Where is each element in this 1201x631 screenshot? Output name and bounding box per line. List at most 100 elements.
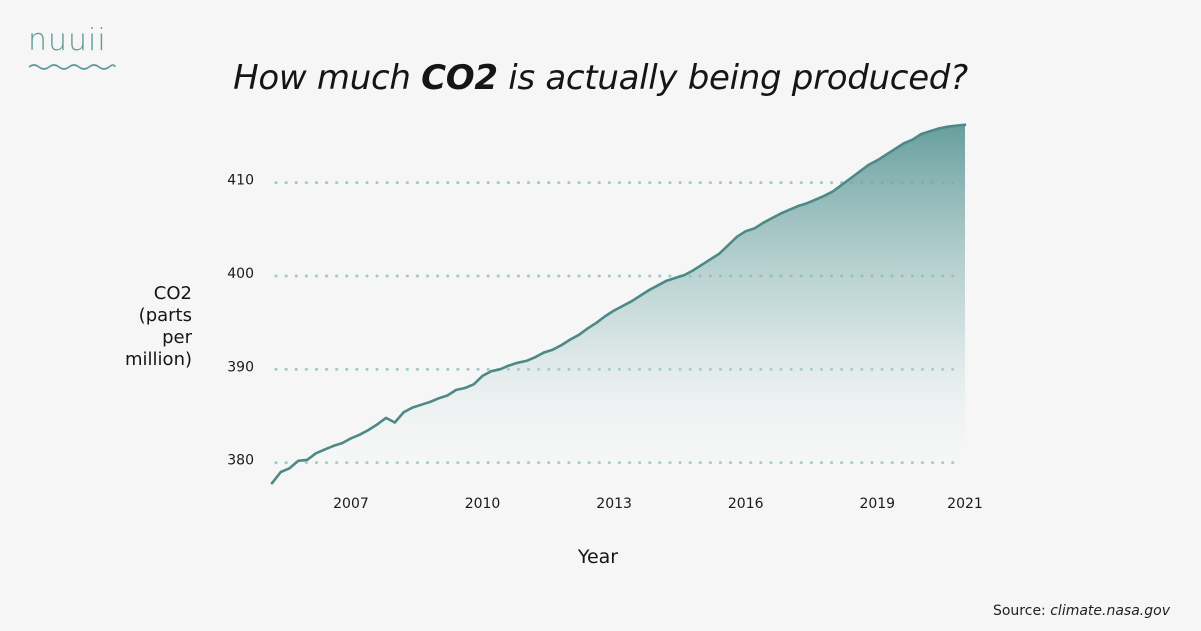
data-point [358, 433, 361, 436]
source-credit: Source: climate.nasa.gov [993, 603, 1170, 619]
data-point [630, 300, 633, 303]
data-point [928, 130, 932, 133]
y-axis-label-line: CO2 [153, 283, 192, 304]
data-point [779, 212, 782, 215]
data-point [805, 202, 809, 205]
data-point [744, 230, 747, 233]
data-point [393, 421, 396, 424]
data-point [884, 153, 888, 156]
x-axis-label: Year [577, 546, 618, 568]
source-site[interactable]: climate.nasa.gov [1050, 603, 1170, 619]
data-point [946, 125, 949, 128]
data-point [411, 406, 414, 409]
data-point [472, 383, 475, 386]
x-tick-label: 2013 [596, 496, 632, 512]
data-point [279, 470, 282, 474]
data-point [455, 388, 458, 392]
data-point [297, 459, 300, 462]
data-point [604, 314, 607, 318]
title-suffix: is actually being produced? [497, 58, 968, 98]
x-tick-label: 2016 [728, 496, 764, 512]
data-point [498, 368, 502, 371]
data-point [814, 198, 818, 201]
y-tick-label: 400 [227, 266, 254, 282]
data-point [288, 467, 291, 470]
data-point [621, 304, 625, 308]
y-axis-label-line: million) [125, 349, 192, 370]
data-point [656, 284, 660, 287]
data-point [665, 279, 668, 282]
data-point [341, 441, 344, 445]
wave-icon [28, 64, 116, 70]
x-tick-label: 2021 [947, 496, 983, 512]
data-point [762, 221, 765, 224]
data-point [542, 351, 546, 354]
data-point [560, 343, 563, 347]
data-point [937, 127, 940, 130]
data-point [314, 452, 318, 455]
data-point [963, 123, 967, 127]
data-point [367, 428, 370, 432]
x-tick-label: 2007 [333, 496, 369, 512]
data-point [797, 204, 800, 208]
data-point [586, 327, 589, 330]
data-point [463, 386, 467, 390]
series-line [270, 123, 967, 485]
data-point [481, 374, 484, 378]
data-point [858, 170, 861, 173]
x-tick-label: 2019 [859, 496, 895, 512]
data-point [577, 333, 581, 336]
data-point [437, 397, 440, 400]
title-bold: CO2 [421, 58, 498, 98]
data-point [700, 263, 703, 266]
data-point [849, 176, 853, 180]
data-point [876, 159, 879, 162]
y-axis-label-line: per [162, 327, 192, 348]
title-prefix: How much [233, 58, 422, 98]
data-point [525, 359, 528, 363]
data-point [516, 361, 519, 364]
data-point [832, 189, 835, 193]
data-point [490, 370, 493, 373]
data-point [893, 147, 896, 151]
data-point [911, 138, 914, 141]
data-point [569, 338, 572, 341]
data-point [841, 183, 844, 186]
y-tick-label: 380 [227, 453, 254, 469]
data-point [534, 356, 537, 359]
data-point [727, 244, 730, 247]
data-point [691, 269, 695, 272]
y-axis-label: CO2 (parts per million) [88, 283, 192, 371]
data-point [349, 437, 353, 440]
logo-wordmark: nuuii [28, 23, 107, 58]
y-tick-labels: 380 390 400 410 [227, 173, 254, 469]
y-tick-label: 410 [227, 173, 254, 189]
data-point [955, 124, 958, 127]
data-point [305, 458, 309, 462]
area-fill-shape [272, 124, 965, 487]
source-label: Source: [992, 603, 1051, 619]
chart-title: How much CO2 is actually being produced? [0, 58, 1201, 98]
x-tick-labels: 2007 2010 2013 2016 2019 2021 [333, 496, 983, 512]
data-point [446, 394, 449, 397]
data-point [507, 364, 510, 367]
data-point [648, 288, 651, 292]
data-point [683, 273, 686, 277]
co2-line [270, 123, 967, 485]
data-point [770, 216, 774, 220]
data-point [332, 444, 335, 448]
data-point [788, 208, 791, 211]
data-point [270, 482, 274, 485]
y-tick-label: 390 [227, 359, 254, 375]
nuuii-logo: nuuii [28, 22, 118, 74]
data-point [639, 294, 642, 297]
data-point [402, 411, 405, 414]
data-point [428, 400, 432, 404]
data-point [919, 132, 923, 136]
data-point [867, 163, 870, 167]
data-point [384, 416, 388, 420]
y-axis-label-line: (parts [138, 305, 192, 326]
data-point [674, 276, 677, 280]
data-point [718, 252, 721, 255]
